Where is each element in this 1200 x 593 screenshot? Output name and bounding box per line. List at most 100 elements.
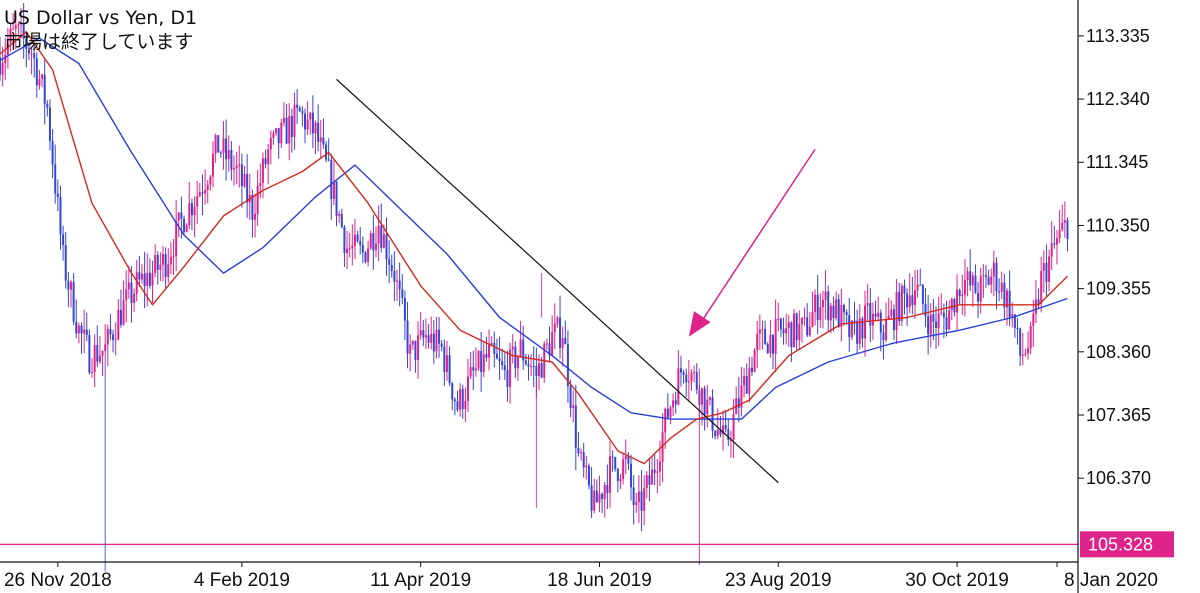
candle-body	[827, 291, 830, 321]
candle-body	[482, 354, 485, 372]
candle-body	[85, 329, 88, 336]
candle-body	[162, 253, 165, 265]
candle-body	[661, 432, 664, 462]
candle	[727, 419, 730, 447]
candle-body	[645, 475, 648, 488]
candle-body	[624, 456, 627, 460]
candle-body	[587, 465, 590, 486]
candle	[690, 369, 693, 391]
candle	[735, 386, 738, 415]
candle	[806, 303, 809, 338]
candle-body	[1000, 282, 1003, 292]
candle	[929, 302, 932, 348]
candle-body	[46, 103, 49, 108]
candle	[601, 492, 604, 514]
candle-body	[737, 398, 740, 408]
candle-body	[332, 181, 335, 199]
candle	[543, 341, 546, 383]
candle-body	[451, 383, 454, 400]
candle-body	[782, 329, 785, 334]
candle-body	[130, 282, 133, 304]
candle	[172, 238, 175, 276]
candle-body	[793, 313, 796, 348]
candle	[188, 182, 191, 230]
candle-body	[288, 116, 291, 144]
candle	[1016, 317, 1019, 345]
candle	[979, 267, 982, 314]
candle-body	[380, 225, 383, 248]
candle	[303, 108, 306, 144]
candle-body	[869, 303, 872, 326]
candle	[443, 339, 446, 387]
candle-body	[1034, 299, 1037, 314]
trendline[interactable]	[336, 78, 779, 484]
candle-body	[277, 128, 280, 144]
candle	[627, 452, 630, 470]
candle-body	[956, 289, 959, 313]
candle	[206, 179, 209, 204]
candle-body	[551, 332, 554, 356]
candle-body	[154, 254, 157, 274]
candle-body	[637, 491, 640, 503]
candle	[593, 478, 596, 514]
candle-body	[995, 262, 998, 292]
candle	[582, 442, 585, 478]
candle	[842, 303, 845, 326]
candle-body	[569, 386, 572, 409]
candle-body	[393, 270, 396, 282]
candle	[874, 300, 877, 321]
candle-body	[598, 493, 601, 503]
candle-body	[1008, 290, 1011, 318]
annotation-arrow-head[interactable]	[688, 311, 711, 337]
candle-body	[743, 375, 746, 386]
candle	[761, 320, 764, 350]
candle-body	[296, 104, 299, 108]
candle-body	[335, 181, 338, 216]
candle	[648, 458, 651, 502]
candle-body	[616, 468, 619, 482]
candle	[711, 389, 714, 439]
candle	[490, 336, 493, 346]
candle-body	[658, 461, 661, 472]
candle-body	[293, 104, 296, 137]
candle	[937, 297, 940, 347]
candle-body	[540, 363, 543, 378]
candle-body	[33, 53, 36, 59]
candle-body	[72, 282, 75, 322]
candle	[122, 280, 125, 326]
candle-body	[41, 74, 44, 80]
candle	[816, 274, 819, 334]
candle-body	[169, 256, 172, 265]
candle	[640, 470, 643, 532]
candle	[422, 319, 425, 347]
candle-body	[911, 295, 914, 305]
time-tick-label: 26 Nov 2018	[4, 570, 112, 591]
candle	[125, 270, 128, 323]
candle-body	[611, 456, 614, 458]
candle-body	[1045, 263, 1048, 282]
candle	[409, 334, 412, 372]
candle-body	[190, 203, 193, 216]
candle	[1050, 221, 1053, 271]
candle-body	[112, 334, 115, 340]
candle	[829, 302, 832, 334]
candle-body	[916, 284, 919, 291]
candle	[1066, 217, 1069, 252]
candle	[503, 352, 506, 380]
candle	[935, 306, 938, 349]
candle-body	[861, 318, 864, 339]
candle	[827, 285, 830, 332]
candle-body	[188, 203, 191, 226]
candle	[716, 408, 719, 440]
annotation-arrow-shaft[interactable]	[698, 148, 816, 326]
candle	[1021, 332, 1024, 366]
candle-body	[842, 305, 845, 313]
candle	[488, 329, 491, 371]
candle	[748, 356, 751, 403]
candle	[908, 273, 911, 314]
candle-body	[325, 144, 328, 160]
candle-body	[580, 452, 583, 454]
candle	[545, 338, 548, 350]
candle	[30, 46, 33, 75]
